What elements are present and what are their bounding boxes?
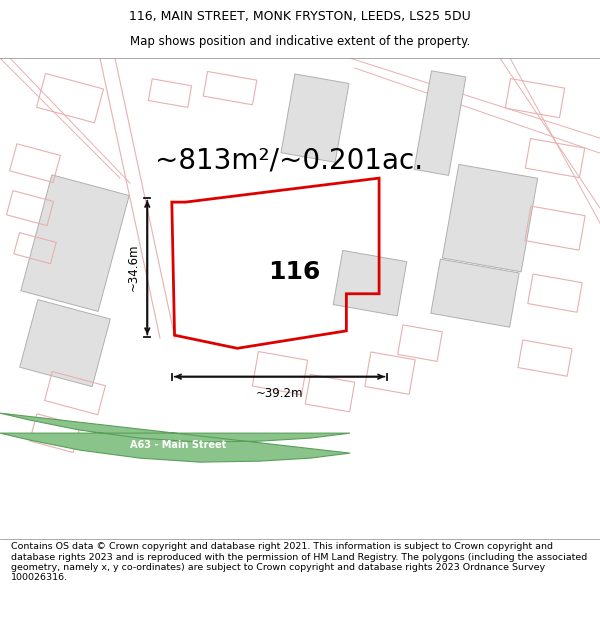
Polygon shape	[333, 251, 407, 316]
Text: Map shows position and indicative extent of the property.: Map shows position and indicative extent…	[130, 35, 470, 48]
Polygon shape	[414, 71, 466, 176]
Polygon shape	[0, 413, 350, 462]
Text: 116: 116	[268, 260, 321, 284]
Text: ~39.2m: ~39.2m	[256, 387, 303, 399]
Polygon shape	[431, 259, 519, 327]
Polygon shape	[20, 299, 110, 387]
Text: A63 - Main Street: A63 - Main Street	[130, 440, 226, 450]
Polygon shape	[21, 175, 129, 311]
Text: ~813m²/~0.201ac.: ~813m²/~0.201ac.	[155, 147, 423, 174]
Text: 116, MAIN STREET, MONK FRYSTON, LEEDS, LS25 5DU: 116, MAIN STREET, MONK FRYSTON, LEEDS, L…	[129, 9, 471, 22]
Polygon shape	[281, 74, 349, 162]
Text: Contains OS data © Crown copyright and database right 2021. This information is : Contains OS data © Crown copyright and d…	[11, 542, 587, 582]
Text: ~34.6m: ~34.6m	[126, 244, 139, 291]
Polygon shape	[442, 164, 538, 272]
